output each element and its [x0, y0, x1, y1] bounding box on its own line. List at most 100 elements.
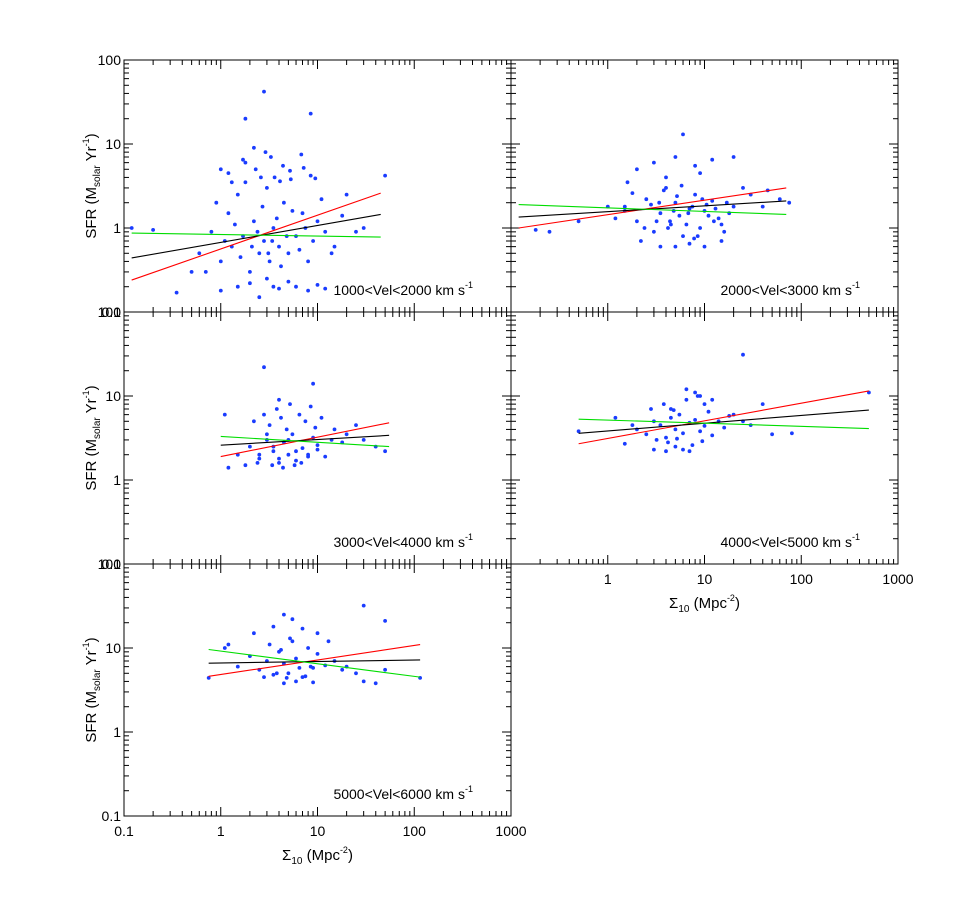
scatter-point [664, 449, 668, 454]
scatter-point [203, 270, 208, 274]
scatter-point [787, 200, 792, 205]
scatter-point [639, 239, 643, 243]
scatter-point [625, 180, 630, 185]
scatter-point [235, 192, 240, 197]
scatter-point [677, 412, 682, 417]
scatter-point [666, 440, 670, 445]
scatter-point [681, 431, 685, 436]
scatter-point [690, 443, 695, 447]
scatter-point [263, 150, 268, 155]
y-tick-label: 0.1 [102, 304, 122, 320]
fit-line [208, 643, 421, 677]
scatter-point [262, 675, 266, 679]
scatter-point [226, 211, 231, 216]
scatter-point [731, 204, 736, 209]
scatter-point [265, 276, 269, 281]
scatter-point [692, 236, 696, 241]
scatter-point [649, 202, 653, 207]
scatter-point [673, 244, 678, 249]
scatter-point [315, 447, 320, 452]
y-tick-label: 1 [113, 724, 121, 740]
scatter-point [222, 412, 227, 417]
scatter-point [226, 465, 231, 470]
scatter-point [373, 681, 378, 686]
scatter-point [354, 229, 358, 234]
scatter-point [288, 636, 292, 641]
scatter-point [306, 259, 310, 264]
scatter-point [731, 155, 736, 159]
scatter-point [290, 209, 295, 213]
scatter-point [661, 188, 666, 193]
fit-line [578, 390, 869, 445]
scatter-point [288, 402, 292, 406]
scatter-point [308, 664, 313, 669]
y-tick-label: 1 [113, 472, 121, 488]
scatter-point [206, 676, 211, 680]
scatter-point [323, 454, 328, 459]
scatter-point [760, 204, 765, 209]
fit-line [131, 232, 381, 238]
scatter-point [274, 407, 279, 411]
x-tick-label: 1 [604, 571, 612, 587]
scatter-point [294, 449, 298, 454]
scatter-point [687, 449, 692, 454]
scatter-point [710, 433, 715, 438]
scatter-point [262, 412, 266, 417]
scatter-point [658, 211, 663, 216]
scatter-point [252, 145, 256, 150]
scatter-point [252, 631, 256, 636]
scatter-point [713, 206, 718, 211]
scatter-point [664, 175, 668, 180]
scatter-point [290, 432, 295, 437]
scatter-point [658, 244, 663, 249]
scatter-point [698, 429, 702, 434]
scatter-point [681, 447, 685, 452]
plot-frame [510, 59, 899, 313]
scatter-point [630, 191, 635, 196]
x-tick-label: 1 [217, 823, 225, 839]
scatter-point [361, 603, 366, 608]
scatter-point [673, 444, 678, 449]
scatter-point [286, 671, 291, 676]
scatter-point [313, 425, 318, 430]
scatter-point [354, 671, 358, 676]
scatter-point [269, 155, 273, 159]
scatter-point [652, 160, 656, 165]
scatter-point [716, 216, 721, 221]
scatter-point [340, 213, 345, 218]
scatter-point [635, 219, 639, 224]
x-axis-label: Σ10 (Mpc-2) [669, 593, 740, 615]
scatter-point [741, 186, 745, 190]
y-axis-label: SFR (Msolar Yr-1) [81, 133, 103, 238]
scatter-point [698, 394, 702, 398]
scatter-point [722, 425, 727, 430]
scatter-point [272, 175, 277, 180]
scatter-point [630, 423, 635, 427]
x-tick-label: 1000 [495, 823, 526, 839]
scatter-point [257, 452, 262, 457]
scatter-point [218, 288, 223, 293]
scatter-point [252, 219, 256, 224]
scatter-point [265, 432, 269, 437]
scatter-point [279, 264, 283, 269]
scatter-point [652, 447, 656, 452]
scatter-point [664, 435, 668, 440]
scatter-point [292, 463, 297, 468]
scatter-point [644, 432, 649, 437]
scatter-point [684, 387, 689, 392]
plot-frame [123, 311, 512, 565]
fit-line [518, 187, 787, 229]
scatter-point [760, 402, 765, 406]
scatter-point [286, 452, 291, 457]
scatter-point [313, 176, 318, 181]
scatter-point [222, 646, 227, 650]
scatter-point [288, 177, 293, 182]
scatter-point [300, 211, 305, 216]
scatter-point [710, 397, 715, 402]
scatter-point [675, 194, 679, 199]
scatter-point [684, 222, 689, 227]
scatter-point [673, 427, 678, 432]
fit-line [220, 434, 390, 446]
scatter-point [770, 432, 774, 437]
scatter-point [354, 423, 358, 427]
